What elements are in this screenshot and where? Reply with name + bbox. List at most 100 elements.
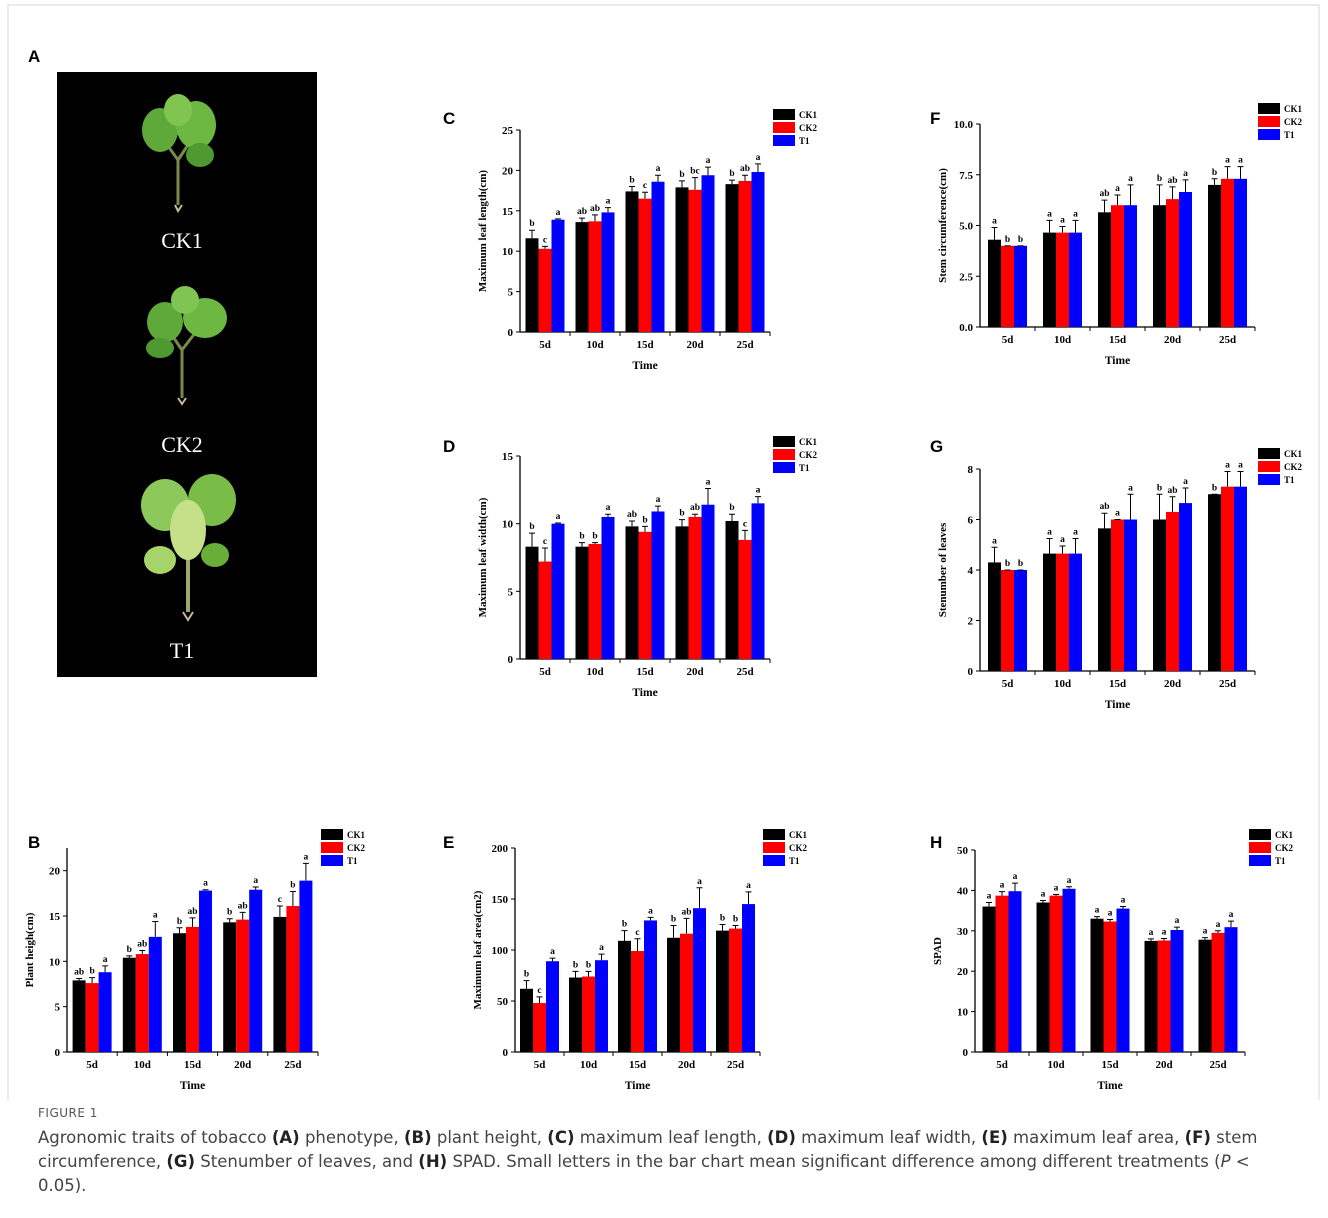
x-tick-label: 5d [86, 1059, 98, 1071]
x-tick-label: 20d [678, 1059, 695, 1071]
x-axis-label: Time [1097, 1080, 1122, 1092]
y-tick-label: 2 [968, 616, 974, 628]
photo-label: CK1 [161, 228, 203, 253]
photo-label: T1 [170, 638, 194, 663]
y-tick-label: 15 [502, 451, 514, 463]
significance-letter: a [1013, 872, 1018, 882]
bar [652, 182, 665, 332]
significance-letter: b [671, 915, 676, 925]
x-tick-label: 20d [234, 1059, 251, 1071]
bar [1014, 246, 1027, 327]
legend-swatch [1249, 855, 1271, 866]
error-bar [592, 215, 598, 221]
bar [236, 920, 249, 1052]
error-bar [1170, 187, 1176, 199]
y-tick-label: 20 [957, 966, 969, 978]
y-tick-label: 40 [957, 885, 969, 897]
significance-letter: a [1128, 174, 1133, 184]
significance-letter: c [543, 235, 547, 245]
panel-letter: F [930, 109, 940, 128]
error-bar [992, 547, 998, 562]
significance-letter: a [599, 943, 604, 953]
x-tick-label: 10d [1054, 334, 1071, 346]
error-bar [705, 488, 711, 504]
error-bar [303, 863, 309, 880]
bar [99, 972, 112, 1052]
error-bar [1053, 894, 1059, 895]
x-tick-label: 5d [996, 1059, 1008, 1071]
error-bar [1238, 472, 1244, 487]
error-bar [190, 918, 196, 927]
x-tick-label: 5d [1002, 334, 1014, 346]
significance-letter: b [127, 945, 132, 955]
error-bar [550, 958, 556, 961]
bar [652, 511, 665, 659]
error-bar [746, 892, 752, 904]
panel-letter: E [443, 833, 454, 852]
y-tick-label: 15 [502, 206, 514, 218]
bar [631, 951, 644, 1052]
significance-letter: a [1229, 910, 1234, 920]
significance-letter: a [987, 892, 992, 902]
legend-label: T1 [1284, 130, 1295, 140]
bar [520, 989, 533, 1052]
significance-letter: c [278, 895, 282, 905]
error-bar [1094, 917, 1100, 919]
significance-letter: a [1115, 184, 1120, 194]
significance-letter: a [1073, 527, 1078, 537]
significance-letter: b [573, 960, 578, 970]
x-tick-label: 15d [636, 666, 653, 678]
error-bar [642, 192, 648, 198]
bar [1056, 233, 1069, 327]
significance-letter: a [992, 536, 997, 546]
x-tick-label: 15d [1101, 1059, 1118, 1071]
error-bar [579, 218, 585, 222]
significance-letter: a [1060, 216, 1065, 226]
caption-label: FIGURE 1 [38, 1106, 1293, 1120]
significance-letter: b [1018, 235, 1023, 245]
error-bar [290, 892, 296, 907]
legend-swatch [321, 842, 343, 853]
bar [1009, 891, 1022, 1052]
error-bar [1047, 538, 1053, 553]
caption-text: P [1221, 1152, 1231, 1171]
error-bar [89, 978, 95, 983]
significance-letter: a [756, 486, 761, 496]
bar [123, 958, 136, 1052]
significance-letter: ab [577, 207, 587, 217]
legend-swatch [321, 855, 343, 866]
error-bar [684, 918, 690, 933]
x-tick-label: 15d [636, 339, 653, 351]
y-tick-label: 5 [55, 1002, 61, 1014]
error-bar [671, 926, 677, 938]
error-bar [705, 167, 711, 175]
significance-letter: ab [681, 907, 691, 917]
bar [173, 933, 186, 1052]
error-bar [1128, 494, 1134, 519]
legend-label: CK2 [799, 123, 818, 133]
caption-text: maximum leaf area, [1008, 1128, 1185, 1147]
caption-text: (C) [547, 1128, 574, 1147]
bar [589, 221, 602, 332]
significance-letter: b [1005, 235, 1010, 245]
bar [526, 238, 539, 332]
significance-letter: ab [690, 503, 700, 513]
significance-letter: a [606, 503, 611, 513]
bar [1050, 896, 1063, 1052]
bar [689, 190, 702, 332]
bar [693, 908, 706, 1052]
error-bar [729, 514, 735, 521]
significance-letter: a [1216, 920, 1221, 930]
x-tick-label: 25d [284, 1059, 301, 1071]
significance-letter: a [1047, 527, 1052, 537]
legend-label: T1 [1275, 856, 1286, 866]
error-bar [537, 997, 543, 1003]
bar [589, 544, 602, 659]
bar [1234, 179, 1247, 327]
x-axis-label: Time [1105, 355, 1130, 367]
significance-letter: a [656, 164, 661, 174]
error-bar [102, 966, 108, 972]
significance-letter: b [1157, 483, 1162, 493]
bar [644, 920, 657, 1052]
y-tick-label: 25 [502, 125, 514, 137]
